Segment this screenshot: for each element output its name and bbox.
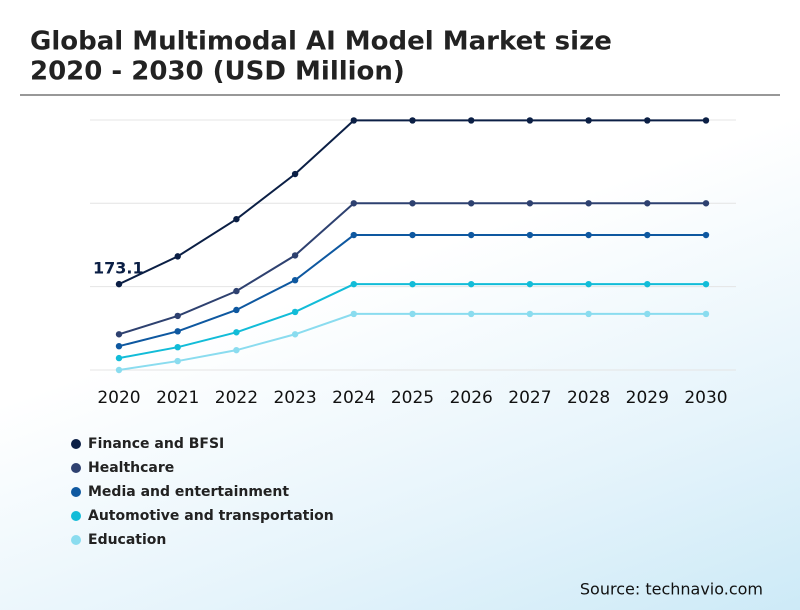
legend-label: Education [88, 532, 166, 548]
data-point [350, 310, 357, 318]
x-tick-label: 2029 [626, 388, 669, 408]
data-point [174, 357, 181, 365]
data-point [350, 231, 357, 239]
data-point [702, 117, 710, 124]
data-point [350, 200, 357, 207]
data-point [174, 253, 181, 260]
data-point [468, 200, 475, 207]
chart-title: Global Multimodal AI Model Market size [30, 27, 612, 57]
data-point [233, 346, 240, 354]
legend-marker [71, 487, 81, 497]
data-point [468, 280, 475, 288]
legend-label: Media and entertainment [88, 484, 289, 500]
data-point [585, 200, 592, 207]
data-point [115, 354, 123, 362]
data-point [291, 308, 299, 316]
data-point [115, 366, 123, 374]
data-point [409, 200, 416, 207]
data-point [702, 280, 710, 288]
data-point [291, 170, 299, 178]
legend-marker [71, 511, 81, 521]
legend-marker [71, 535, 81, 545]
data-point [233, 287, 240, 295]
data-point [526, 310, 534, 318]
data-point [409, 310, 416, 318]
data-point [644, 310, 651, 318]
x-tick-label: 2020 [97, 388, 140, 408]
data-point [409, 231, 416, 239]
data-point [291, 331, 299, 338]
data-point [702, 200, 710, 207]
legend-label: Healthcare [88, 460, 174, 476]
data-point [291, 252, 299, 259]
data-point [585, 310, 592, 318]
data-point [233, 215, 240, 223]
data-point [526, 231, 534, 239]
x-tick-label: 2028 [567, 388, 610, 408]
data-label: 173.1 [93, 259, 144, 278]
data-point [526, 200, 534, 207]
x-tick-label: 2024 [332, 388, 375, 408]
data-point [585, 280, 592, 288]
data-point [350, 117, 357, 124]
data-point [702, 310, 710, 318]
x-tick-label: 2030 [684, 388, 727, 408]
data-point [409, 280, 416, 288]
legend-marker [71, 463, 81, 473]
data-point [526, 117, 534, 124]
data-point [115, 342, 123, 350]
data-point [115, 331, 123, 338]
series-line [118, 312, 706, 371]
x-tick-label: 2027 [508, 388, 551, 408]
data-point [585, 117, 592, 124]
legend-label: Automotive and transportation [88, 508, 334, 524]
x-tick-label: 2025 [391, 388, 434, 408]
data-point [409, 117, 416, 124]
data-point [233, 306, 240, 314]
data-point [291, 276, 299, 284]
x-tick-label: 2026 [450, 388, 493, 408]
data-point [174, 343, 181, 351]
data-point [233, 329, 240, 336]
x-tick-label: 2022 [215, 388, 258, 408]
series-line [118, 234, 706, 348]
data-point [585, 231, 592, 239]
legend-marker [71, 439, 81, 449]
data-point [350, 280, 357, 288]
x-tick-label: 2021 [156, 388, 199, 408]
data-point [702, 231, 710, 239]
x-tick-label: 2023 [273, 388, 316, 408]
data-point [468, 310, 475, 318]
chart-subtitle: 2020 - 2030 (USD Million) [30, 57, 405, 87]
data-point [644, 117, 651, 124]
data-point [174, 328, 181, 335]
data-point [644, 231, 651, 239]
data-point [644, 200, 651, 207]
data-point [115, 280, 123, 288]
data-point [174, 312, 181, 320]
data-point [468, 117, 475, 124]
legend-label: Finance and BFSI [88, 436, 224, 452]
data-point [526, 280, 534, 288]
data-point [644, 280, 651, 288]
data-point [468, 231, 475, 239]
source: Source: technavio.com [580, 580, 763, 599]
